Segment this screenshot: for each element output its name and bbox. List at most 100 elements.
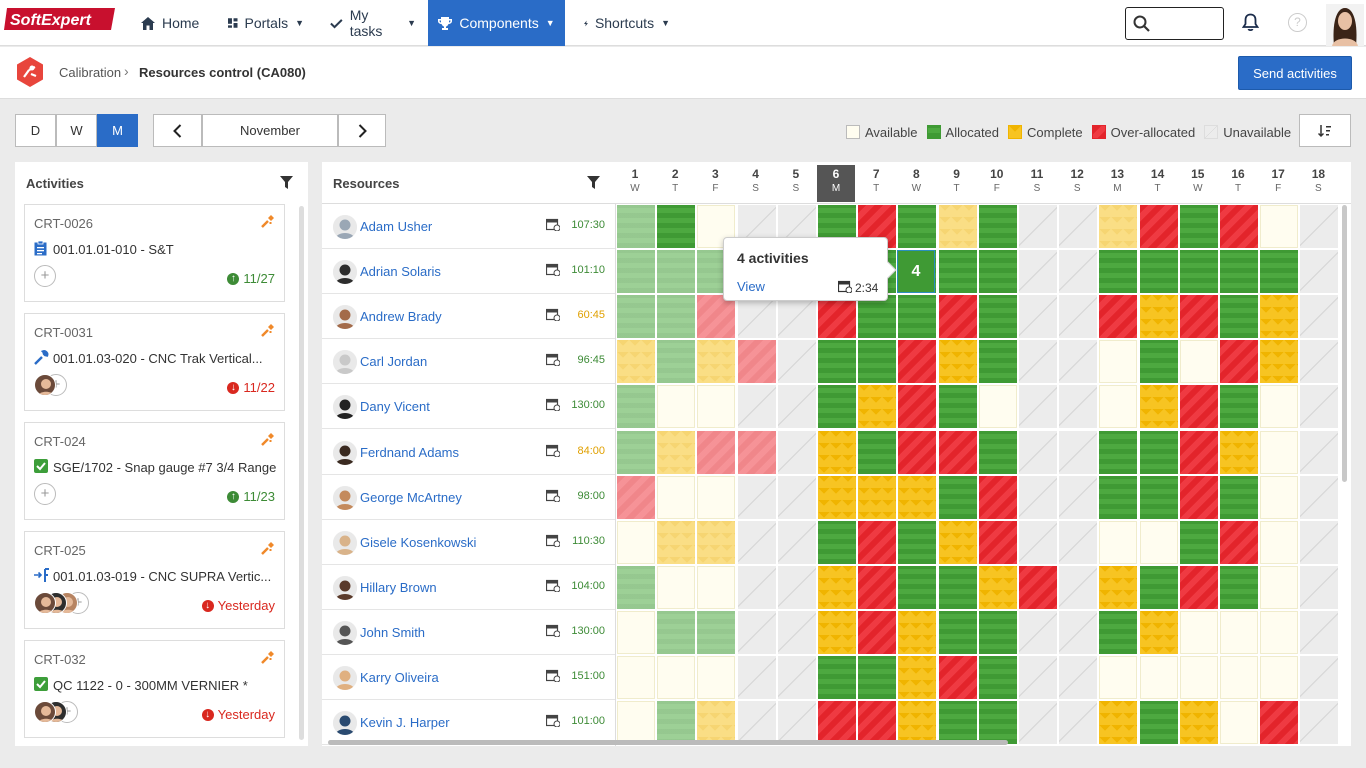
cell-complete[interactable] — [1179, 701, 1218, 745]
calendar-clock-icon[interactable] — [545, 534, 561, 550]
cell-allocated[interactable] — [1179, 205, 1218, 248]
calendar-clock-icon[interactable] — [545, 398, 561, 414]
cell-unavailable[interactable] — [777, 701, 816, 745]
cell-allocated[interactable] — [818, 520, 856, 564]
cell-over-allocated[interactable] — [617, 475, 655, 519]
resource-name[interactable]: Dany Vicent — [360, 399, 430, 415]
cell-over-allocated[interactable] — [1139, 205, 1178, 248]
resource-name[interactable]: George McArtney — [360, 489, 462, 505]
cell-unavailable[interactable] — [1019, 430, 1057, 474]
day-column-header[interactable]: 11 S — [1018, 165, 1056, 202]
cell-allocated[interactable] — [1139, 475, 1178, 519]
softexpert-logo[interactable]: SoftExpert — [4, 6, 118, 32]
cell-available[interactable] — [697, 656, 736, 699]
help-icon[interactable]: ? — [1288, 13, 1307, 32]
resource-row[interactable]: Dany Vicent 130:00 — [322, 384, 615, 430]
cell-allocated[interactable] — [898, 520, 937, 564]
cell-available[interactable] — [1139, 520, 1178, 564]
cell-available[interactable] — [657, 656, 696, 699]
cell-allocated[interactable] — [1220, 565, 1258, 609]
cell-unavailable[interactable] — [737, 610, 776, 654]
cell-unavailable[interactable] — [1019, 205, 1057, 248]
resource-name[interactable]: Ferdnand Adams — [360, 444, 460, 460]
cell-available[interactable] — [1260, 205, 1299, 248]
cell-available[interactable] — [1220, 701, 1258, 745]
cell-available[interactable] — [1260, 610, 1299, 654]
cell-allocated[interactable] — [978, 656, 1017, 699]
cell-complete[interactable] — [898, 701, 937, 745]
cell-available[interactable] — [1099, 520, 1138, 564]
add-assignee-button[interactable]: + — [34, 483, 56, 505]
cell-unavailable[interactable] — [1019, 701, 1057, 745]
cell-complete[interactable] — [697, 520, 736, 564]
cell-allocated[interactable] — [657, 340, 696, 384]
cell-unavailable[interactable] — [1300, 340, 1339, 384]
cell-over-allocated[interactable] — [1019, 565, 1057, 609]
assignee-avatar[interactable] — [34, 374, 56, 396]
cell-allocated[interactable] — [617, 430, 655, 474]
cell-over-allocated[interactable] — [858, 520, 897, 564]
user-avatar[interactable] — [1326, 4, 1364, 46]
cell-allocated[interactable] — [978, 701, 1017, 745]
cell-unavailable[interactable] — [1059, 520, 1098, 564]
cell-allocated[interactable] — [657, 205, 696, 248]
cell-available[interactable] — [617, 610, 655, 654]
cell-complete[interactable] — [818, 610, 856, 654]
calendar-clock-icon[interactable] — [545, 624, 561, 640]
calendar-clock-icon[interactable] — [545, 353, 561, 369]
nav-shortcuts[interactable]: Shortcuts ▼ — [584, 0, 670, 46]
cell-allocated[interactable] — [617, 295, 655, 339]
cell-allocated[interactable] — [818, 340, 856, 384]
resource-name[interactable]: Carl Jordan — [360, 354, 428, 370]
cell-unavailable[interactable] — [1300, 385, 1339, 429]
cell-available[interactable] — [1260, 565, 1299, 609]
cell-complete[interactable] — [858, 385, 897, 429]
cell-allocated[interactable] — [1220, 475, 1258, 519]
search-input[interactable] — [1125, 7, 1224, 40]
cell-allocated[interactable] — [898, 295, 937, 339]
cell-allocated[interactable] — [938, 385, 977, 429]
cell-complete[interactable] — [938, 340, 977, 384]
cell-unavailable[interactable] — [1300, 295, 1339, 339]
day-column-header[interactable]: 14 T — [1139, 165, 1177, 202]
cell-unavailable[interactable] — [737, 656, 776, 699]
day-column-header[interactable]: 18 S — [1299, 165, 1337, 202]
cell-available[interactable] — [1260, 656, 1299, 699]
cell-unavailable[interactable] — [1300, 565, 1339, 609]
cell-over-allocated[interactable] — [737, 430, 776, 474]
calendar-clock-icon[interactable] — [545, 714, 561, 730]
calendar-clock-icon[interactable] — [545, 489, 561, 505]
cell-available[interactable] — [1260, 520, 1299, 564]
cell-available[interactable] — [1099, 340, 1138, 384]
cell-allocated[interactable] — [1139, 340, 1178, 384]
cell-allocated[interactable] — [858, 340, 897, 384]
resource-row[interactable]: George McArtney 98:00 — [322, 475, 615, 520]
cell-over-allocated[interactable] — [1179, 385, 1218, 429]
cell-unavailable[interactable] — [737, 565, 776, 609]
cell-available[interactable] — [657, 475, 696, 519]
cell-allocated[interactable] — [978, 430, 1017, 474]
activity-card[interactable]: CRT-024 SGE/1702 - Snap gauge #7 3/4 Ran… — [24, 422, 285, 520]
cell-allocated[interactable] — [617, 250, 655, 294]
resource-name[interactable]: Adrian Solaris — [360, 264, 441, 280]
selected-allocation-cell[interactable]: 4 — [897, 250, 935, 293]
cell-over-allocated[interactable] — [978, 520, 1017, 564]
cell-allocated[interactable] — [938, 250, 977, 294]
cell-allocated[interactable] — [617, 565, 655, 609]
cell-allocated[interactable] — [938, 701, 977, 745]
cell-unavailable[interactable] — [777, 656, 816, 699]
cell-unavailable[interactable] — [1019, 656, 1057, 699]
cell-unavailable[interactable] — [1300, 656, 1339, 699]
breadcrumb-parent[interactable]: Calibration — [59, 65, 122, 80]
resource-row[interactable]: Hillary Brown 104:00 — [322, 565, 615, 610]
cell-unavailable[interactable] — [1019, 385, 1057, 429]
cell-complete[interactable] — [818, 430, 856, 474]
cell-allocated[interactable] — [1139, 701, 1178, 745]
resource-name[interactable]: Gisele Kosenkowski — [360, 534, 477, 550]
cell-complete[interactable] — [978, 565, 1017, 609]
cell-complete[interactable] — [898, 475, 937, 519]
cell-over-allocated[interactable] — [818, 701, 856, 745]
calendar-clock-icon[interactable] — [545, 308, 561, 324]
